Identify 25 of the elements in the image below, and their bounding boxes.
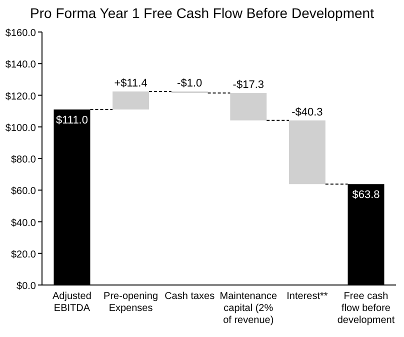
data-label: -$40.3 [292,106,323,118]
bar [288,120,326,184]
y-tick-label: $80.0 [10,154,36,166]
x-tick-label: Adjusted EBITDA [52,291,92,314]
y-tick-label: $120.0 [5,91,36,102]
x-tick-label: Maintenance capital (2% of revenue) [220,291,278,326]
data-label: -$1.0 [177,77,202,90]
data-label: $63.8 [352,189,380,202]
data-label: -$17.3 [232,79,264,92]
y-tick-label: $100.0 [5,122,36,134]
y-tick-label: $20.0 [10,249,36,260]
y-tick-label: $140.0 [5,60,36,71]
bar [230,93,267,120]
y-tick-label: $60.0 [10,186,36,198]
x-tick-label: Free cash flow before development [337,291,395,326]
x-tick-label: Pre-opening Expenses [104,291,158,314]
bar [112,91,150,110]
x-tick-label: Cash taxes [164,291,215,302]
x-tick-label: Interest** [286,291,328,302]
data-label: +$11.4 [114,77,148,90]
y-tick-label: $40.0 [10,218,36,229]
data-label: $111.0 [56,114,88,126]
chart-title: Pro Forma Year 1 Free Cash Flow Before Development [30,5,374,21]
y-tick-label: $0.0 [16,281,36,292]
y-tick-label: $160.0 [5,28,36,39]
